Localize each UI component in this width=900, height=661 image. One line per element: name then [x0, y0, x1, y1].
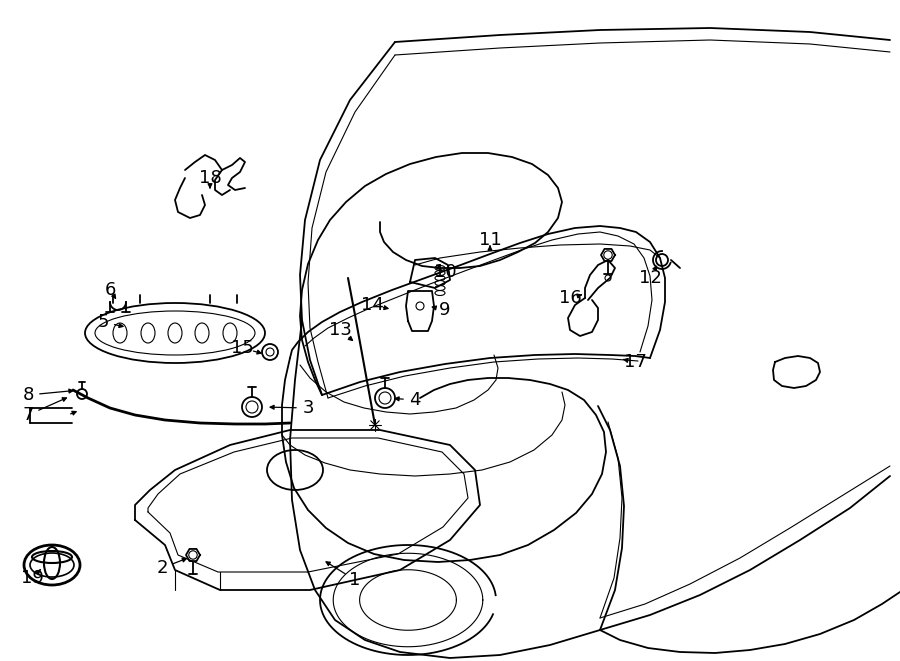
Text: 12: 12 — [639, 269, 662, 287]
Text: 16: 16 — [559, 289, 581, 307]
Text: 4: 4 — [410, 391, 421, 409]
Text: 11: 11 — [479, 231, 501, 249]
Text: 13: 13 — [328, 321, 351, 339]
Text: 3: 3 — [302, 399, 314, 417]
Text: 6: 6 — [104, 281, 116, 299]
Text: 14: 14 — [361, 296, 383, 314]
Text: 17: 17 — [624, 353, 646, 371]
Text: 8: 8 — [22, 386, 33, 404]
Text: 18: 18 — [199, 169, 221, 187]
Text: 2: 2 — [157, 559, 167, 577]
Text: 5: 5 — [97, 313, 109, 331]
Text: 10: 10 — [434, 263, 456, 281]
Text: 7: 7 — [22, 406, 34, 424]
Text: 9: 9 — [439, 301, 451, 319]
Text: 1: 1 — [349, 571, 361, 589]
Text: 15: 15 — [230, 339, 254, 357]
Text: 19: 19 — [21, 569, 43, 587]
